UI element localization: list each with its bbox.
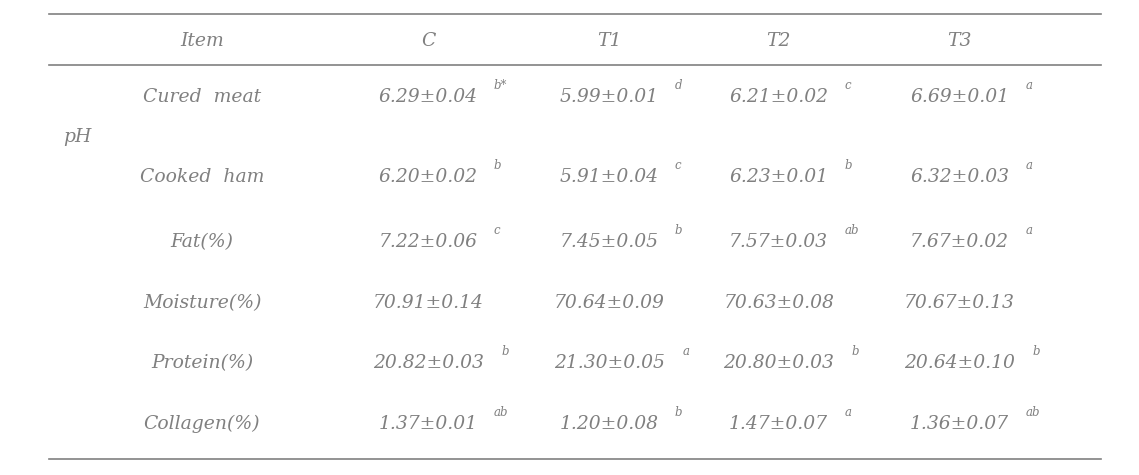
Text: Protein(%): Protein(%): [150, 354, 253, 372]
Text: 20.82±0.03: 20.82±0.03: [372, 354, 484, 372]
Text: b: b: [844, 159, 852, 171]
Text: b: b: [674, 224, 682, 237]
Text: c: c: [844, 79, 851, 92]
Text: 70.67±0.13: 70.67±0.13: [904, 294, 1015, 312]
Text: ab: ab: [494, 406, 508, 419]
Text: b: b: [674, 406, 682, 419]
Text: 20.80±0.03: 20.80±0.03: [723, 354, 834, 372]
Text: 6.20±0.02: 6.20±0.02: [378, 168, 477, 186]
Text: Cooked  ham: Cooked ham: [140, 168, 264, 186]
Text: 6.69±0.01: 6.69±0.01: [910, 88, 1009, 106]
Text: d: d: [674, 79, 682, 92]
Text: 1.20±0.08: 1.20±0.08: [559, 415, 658, 433]
Text: b*: b*: [494, 79, 507, 92]
Text: 20.64±0.10: 20.64±0.10: [904, 354, 1015, 372]
Text: 5.99±0.01: 5.99±0.01: [559, 88, 658, 106]
Text: T1: T1: [597, 32, 621, 50]
Text: Moisture(%): Moisture(%): [142, 294, 261, 312]
Text: 5.91±0.04: 5.91±0.04: [559, 168, 658, 186]
Text: Fat(%): Fat(%): [171, 233, 233, 251]
Text: 7.22±0.06: 7.22±0.06: [378, 233, 477, 251]
Text: 70.91±0.14: 70.91±0.14: [372, 294, 484, 312]
Text: a: a: [682, 345, 689, 358]
Text: Cured  meat: Cured meat: [144, 88, 261, 106]
Text: b: b: [1033, 345, 1040, 358]
Text: a: a: [844, 406, 851, 419]
Text: 6.23±0.01: 6.23±0.01: [729, 168, 828, 186]
Text: 1.47±0.07: 1.47±0.07: [729, 415, 828, 433]
Text: T3: T3: [948, 32, 972, 50]
Text: 70.63±0.08: 70.63±0.08: [723, 294, 834, 312]
Text: a: a: [1025, 159, 1032, 171]
Text: 21.30±0.05: 21.30±0.05: [554, 354, 664, 372]
Text: b: b: [494, 159, 501, 171]
Text: Collagen(%): Collagen(%): [144, 415, 261, 433]
Text: c: c: [674, 159, 681, 171]
Text: b: b: [501, 345, 509, 358]
Text: 1.36±0.07: 1.36±0.07: [910, 415, 1009, 433]
Text: ab: ab: [1025, 406, 1040, 419]
Text: 7.57±0.03: 7.57±0.03: [729, 233, 828, 251]
Text: 70.64±0.09: 70.64±0.09: [554, 294, 664, 312]
Text: C: C: [421, 32, 435, 50]
Text: 6.21±0.02: 6.21±0.02: [729, 88, 828, 106]
Text: 6.32±0.03: 6.32±0.03: [910, 168, 1009, 186]
Text: c: c: [494, 224, 500, 237]
Text: 6.29±0.04: 6.29±0.04: [378, 88, 477, 106]
Text: pH: pH: [64, 128, 92, 146]
Text: ab: ab: [844, 224, 859, 237]
Text: b: b: [852, 345, 860, 358]
Text: T2: T2: [767, 32, 790, 50]
Text: Item: Item: [180, 32, 224, 50]
Text: a: a: [1025, 224, 1032, 237]
Text: 7.67±0.02: 7.67±0.02: [910, 233, 1009, 251]
Text: 1.37±0.01: 1.37±0.01: [378, 415, 477, 433]
Text: a: a: [1025, 79, 1032, 92]
Text: 7.45±0.05: 7.45±0.05: [559, 233, 658, 251]
